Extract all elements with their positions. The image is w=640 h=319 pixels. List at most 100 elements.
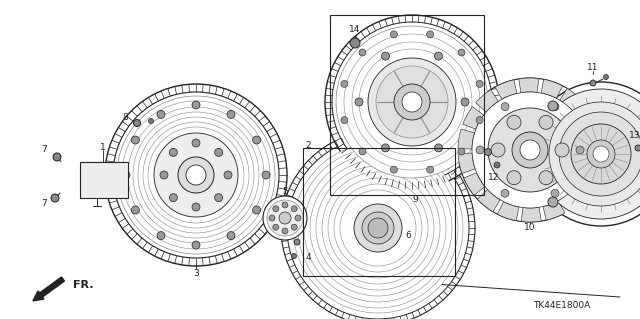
Circle shape <box>192 139 200 147</box>
Circle shape <box>192 241 200 249</box>
Circle shape <box>359 49 465 155</box>
Circle shape <box>304 154 452 302</box>
Circle shape <box>551 189 559 197</box>
Circle shape <box>227 232 235 240</box>
Circle shape <box>394 84 430 120</box>
Circle shape <box>381 144 390 152</box>
Circle shape <box>590 80 596 86</box>
Circle shape <box>148 127 244 223</box>
Text: 9: 9 <box>412 196 418 204</box>
Text: TK44E1800A: TK44E1800A <box>532 300 590 309</box>
Circle shape <box>390 31 397 38</box>
Circle shape <box>224 171 232 179</box>
Circle shape <box>279 212 291 224</box>
Circle shape <box>435 144 442 152</box>
Circle shape <box>604 75 609 79</box>
Text: 14: 14 <box>349 26 361 34</box>
Circle shape <box>491 143 505 157</box>
Circle shape <box>355 98 363 106</box>
Bar <box>303 148 455 276</box>
Circle shape <box>157 110 165 118</box>
Text: 1: 1 <box>100 143 106 152</box>
Wedge shape <box>495 80 517 99</box>
Wedge shape <box>543 201 565 220</box>
Circle shape <box>539 171 553 185</box>
Circle shape <box>576 146 584 154</box>
Circle shape <box>476 80 483 87</box>
Circle shape <box>512 132 548 168</box>
Wedge shape <box>561 188 584 211</box>
Circle shape <box>113 92 279 258</box>
Circle shape <box>154 133 238 217</box>
Circle shape <box>593 146 609 162</box>
Text: 7: 7 <box>41 198 47 207</box>
Circle shape <box>539 115 553 129</box>
Circle shape <box>105 84 287 266</box>
Wedge shape <box>458 129 474 149</box>
Circle shape <box>494 162 500 168</box>
Wedge shape <box>477 189 500 212</box>
Circle shape <box>298 148 458 308</box>
Circle shape <box>461 98 469 106</box>
Circle shape <box>507 115 521 129</box>
Bar <box>80 162 128 198</box>
Circle shape <box>133 112 259 238</box>
Text: 2: 2 <box>305 140 311 150</box>
Circle shape <box>476 146 484 154</box>
Circle shape <box>227 110 235 118</box>
Circle shape <box>390 166 397 173</box>
Bar <box>330 15 484 195</box>
Circle shape <box>267 200 303 236</box>
Circle shape <box>53 153 61 161</box>
Circle shape <box>128 107 264 243</box>
Text: 7: 7 <box>41 145 47 154</box>
Circle shape <box>635 145 640 151</box>
Circle shape <box>282 202 288 208</box>
Circle shape <box>186 165 206 185</box>
Wedge shape <box>476 90 499 112</box>
Text: FR.: FR. <box>73 280 93 290</box>
Circle shape <box>291 224 297 230</box>
Circle shape <box>344 34 480 170</box>
Circle shape <box>51 194 59 202</box>
Wedge shape <box>577 171 597 193</box>
Circle shape <box>294 239 300 245</box>
Circle shape <box>334 184 422 272</box>
Circle shape <box>131 136 140 144</box>
Circle shape <box>359 49 366 56</box>
Circle shape <box>548 101 558 111</box>
Circle shape <box>352 42 472 162</box>
Circle shape <box>134 120 141 127</box>
Circle shape <box>549 102 640 206</box>
Text: 3: 3 <box>193 269 199 278</box>
Text: 8: 8 <box>122 114 128 122</box>
Wedge shape <box>458 153 475 174</box>
Text: 6: 6 <box>405 231 411 240</box>
Circle shape <box>529 82 640 226</box>
Circle shape <box>359 148 366 155</box>
Circle shape <box>122 171 130 179</box>
Wedge shape <box>497 202 519 221</box>
Circle shape <box>253 136 260 144</box>
Circle shape <box>131 206 140 214</box>
Circle shape <box>291 206 297 212</box>
Circle shape <box>458 148 465 155</box>
Circle shape <box>520 140 540 160</box>
Circle shape <box>501 103 509 111</box>
Circle shape <box>273 224 279 230</box>
Circle shape <box>551 103 559 111</box>
Circle shape <box>368 218 388 238</box>
Circle shape <box>291 254 296 258</box>
Circle shape <box>548 197 558 207</box>
Wedge shape <box>464 173 485 195</box>
Circle shape <box>157 232 165 240</box>
Circle shape <box>368 58 456 146</box>
Circle shape <box>138 117 254 233</box>
Circle shape <box>214 148 223 156</box>
Circle shape <box>325 15 499 189</box>
Circle shape <box>427 31 434 38</box>
Wedge shape <box>463 107 484 129</box>
Circle shape <box>341 117 348 124</box>
Wedge shape <box>560 88 582 110</box>
Circle shape <box>192 203 200 211</box>
